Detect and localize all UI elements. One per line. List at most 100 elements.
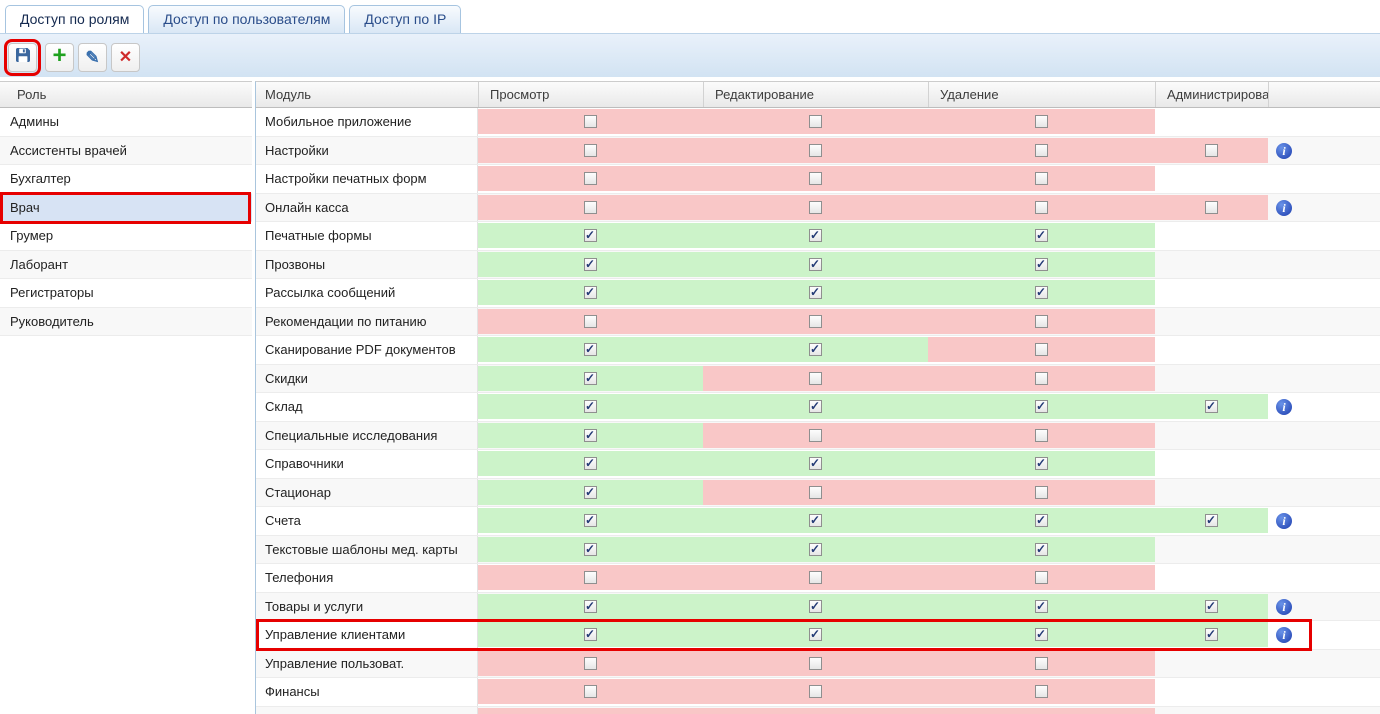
- add-button[interactable]: +: [45, 43, 74, 72]
- checkbox-edit[interactable]: ✓: [808, 598, 822, 613]
- perm-cell-edit: [703, 679, 928, 704]
- checkbox-del[interactable]: ✓: [1034, 456, 1048, 470]
- info-icon[interactable]: i: [1276, 142, 1292, 159]
- role-item[interactable]: Грумер: [0, 222, 252, 251]
- checkbox-view[interactable]: ✓: [583, 427, 597, 442]
- checkbox-del[interactable]: ✓: [1034, 285, 1048, 299]
- checkbox-del[interactable]: ✓: [1034, 598, 1048, 613]
- checkbox-edit[interactable]: [808, 656, 822, 670]
- checkbox-edit[interactable]: [808, 172, 822, 185]
- checkbox-view[interactable]: ✓: [583, 513, 597, 527]
- tab-access-by-ip[interactable]: Доступ по IP: [349, 5, 462, 33]
- checkbox-del[interactable]: [1034, 571, 1048, 584]
- checkbox-edit[interactable]: [808, 428, 822, 442]
- checkbox-del[interactable]: [1034, 485, 1048, 499]
- checkbox-del[interactable]: [1034, 115, 1048, 128]
- checkbox-view[interactable]: ✓: [583, 228, 597, 242]
- checkbox-del[interactable]: ✓: [1034, 399, 1048, 413]
- checkbox-del[interactable]: [1034, 685, 1048, 698]
- checkbox-edit[interactable]: ✓: [808, 285, 822, 299]
- checkbox-edit[interactable]: ✓: [808, 456, 822, 470]
- checkbox-view[interactable]: ✓: [583, 484, 597, 499]
- role-item[interactable]: Лаборант: [0, 250, 252, 279]
- checkbox-admin[interactable]: [1204, 200, 1218, 214]
- checkbox-del[interactable]: ✓: [1034, 256, 1048, 271]
- checkbox-edit[interactable]: ✓: [808, 256, 822, 271]
- checkbox-edit[interactable]: ✓: [808, 399, 822, 413]
- module-row: [256, 706, 1380, 714]
- checkbox-view[interactable]: ✓: [583, 342, 597, 356]
- checkbox-del[interactable]: [1034, 371, 1048, 385]
- checkbox-edit[interactable]: [808, 115, 822, 128]
- checkbox-edit[interactable]: ✓: [808, 342, 822, 356]
- checkbox-del[interactable]: ✓: [1034, 513, 1048, 527]
- perm-cell-view: [478, 565, 703, 590]
- info-icon[interactable]: i: [1276, 627, 1292, 643]
- role-item[interactable]: Регистраторы: [0, 279, 252, 308]
- module-row: Мобильное приложение: [256, 108, 1380, 137]
- checkbox-view[interactable]: ✓: [583, 627, 597, 641]
- checkbox-view[interactable]: ✓: [583, 256, 597, 271]
- checkbox-view[interactable]: ✓: [583, 285, 597, 299]
- checkbox-view[interactable]: [583, 172, 597, 185]
- checkbox-edit[interactable]: ✓: [808, 627, 822, 641]
- role-item[interactable]: Руководитель: [0, 307, 252, 336]
- checkbox-del[interactable]: ✓: [1034, 228, 1048, 242]
- checkbox-edit[interactable]: [808, 143, 822, 157]
- edit-button[interactable]: ✎: [78, 43, 107, 72]
- tab-access-by-roles[interactable]: Доступ по ролям: [5, 5, 145, 33]
- checkbox-del[interactable]: [1034, 656, 1048, 670]
- checkbox-admin[interactable]: ✓: [1204, 513, 1218, 527]
- role-item[interactable]: Бухгалтер: [0, 165, 252, 194]
- checkbox-edit[interactable]: [808, 200, 822, 214]
- checkbox-view[interactable]: [583, 200, 597, 214]
- checkbox-del[interactable]: [1034, 343, 1048, 356]
- checkbox-view[interactable]: ✓: [583, 399, 597, 413]
- save-button[interactable]: [4, 39, 41, 76]
- checkbox-view[interactable]: [583, 656, 597, 670]
- checkbox-edit[interactable]: ✓: [808, 541, 822, 556]
- info-icon[interactable]: i: [1276, 199, 1292, 216]
- role-item[interactable]: Врач: [0, 193, 252, 222]
- checkbox-admin[interactable]: ✓: [1204, 598, 1218, 613]
- checkbox-del[interactable]: [1034, 200, 1048, 214]
- info-icon[interactable]: i: [1276, 513, 1292, 529]
- checkbox-edit[interactable]: ✓: [808, 513, 822, 527]
- module-name: Счета: [256, 507, 478, 535]
- checkbox-view[interactable]: ✓: [583, 456, 597, 470]
- checkbox-view[interactable]: ✓: [583, 598, 597, 613]
- info-icon[interactable]: i: [1276, 598, 1292, 615]
- checkbox-edit[interactable]: ✓: [808, 228, 822, 242]
- checkbox-view[interactable]: ✓: [583, 370, 597, 385]
- tab-access-by-users[interactable]: Доступ по пользователям: [148, 5, 346, 33]
- checkbox-edit[interactable]: [808, 371, 822, 385]
- role-item[interactable]: Ассистенты врачей: [0, 136, 252, 165]
- checkbox-del[interactable]: [1034, 314, 1048, 328]
- module-name: Специальные исследования: [256, 421, 478, 449]
- checkbox-view[interactable]: [583, 115, 597, 128]
- module-name: Прозвоны: [256, 250, 478, 278]
- checkbox-edit[interactable]: [808, 485, 822, 499]
- checkbox-del[interactable]: [1034, 428, 1048, 442]
- checkbox-view[interactable]: [583, 314, 597, 328]
- checkbox-del[interactable]: ✓: [1034, 627, 1048, 641]
- checkbox-view[interactable]: [583, 685, 597, 698]
- role-item[interactable]: Админы: [0, 108, 252, 137]
- plus-icon: +: [52, 42, 67, 69]
- checkbox-edit[interactable]: [808, 571, 822, 584]
- checkbox-view[interactable]: [583, 143, 597, 157]
- checkbox-edit[interactable]: [808, 314, 822, 328]
- checkbox-edit[interactable]: [808, 685, 822, 698]
- checkbox-admin[interactable]: [1204, 143, 1218, 157]
- checkbox-del[interactable]: ✓: [1034, 541, 1048, 556]
- checkbox-admin[interactable]: ✓: [1204, 399, 1218, 413]
- checkbox-del[interactable]: [1034, 172, 1048, 185]
- checkbox-view[interactable]: [583, 571, 597, 584]
- info-icon[interactable]: i: [1276, 399, 1292, 415]
- checkbox-view[interactable]: ✓: [583, 541, 597, 556]
- checkbox-del[interactable]: [1034, 143, 1048, 157]
- checkbox-admin[interactable]: ✓: [1204, 627, 1218, 641]
- delete-button[interactable]: ✕: [111, 43, 140, 72]
- perm-cell-edit: ✓: [703, 508, 928, 533]
